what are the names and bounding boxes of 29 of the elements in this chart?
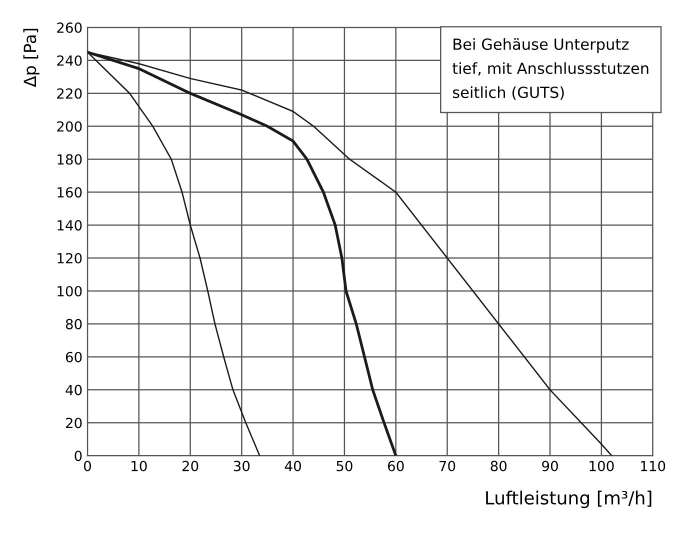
x-tick-label: 70 xyxy=(440,460,456,472)
x-tick-label: 30 xyxy=(234,460,250,472)
x-tick-label: 110 xyxy=(641,460,666,472)
y-tick-label: 260 xyxy=(57,22,82,33)
x-tick-label: 10 xyxy=(132,460,147,472)
x-tick-label: 90 xyxy=(542,460,558,472)
y-axis-title: Δp [Pa] xyxy=(23,28,40,88)
y-tick-label: 200 xyxy=(57,121,82,132)
y-tick-label: 60 xyxy=(66,352,82,362)
y-tick-label: 140 xyxy=(58,220,82,231)
x-tick-label: 0 xyxy=(84,460,91,472)
x-tick-label: 100 xyxy=(590,460,614,472)
x-tick-label: 20 xyxy=(182,460,198,472)
x-tick-label: 80 xyxy=(490,460,507,472)
y-tick-label: 40 xyxy=(66,384,82,396)
y-tick-label: 20 xyxy=(66,418,82,428)
x-axis-title: Luftleistung [m³/h] xyxy=(486,490,652,508)
y-tick-label: 240 xyxy=(57,55,82,66)
y-tick-label: 120 xyxy=(58,253,82,264)
y-tick-label: 80 xyxy=(66,318,82,330)
y-tick-label: 160 xyxy=(58,187,82,198)
y-tick-label: 220 xyxy=(57,88,82,99)
y-tick-label: 100 xyxy=(58,286,82,296)
y-tick-label: 180 xyxy=(58,154,82,165)
x-tick-label: 50 xyxy=(336,460,352,472)
annotation: Bei Gehäuse Unterputz tief, mit Anschlussstutzen seitlich (GUTS) xyxy=(452,38,648,100)
y-tick-label: 0 xyxy=(74,450,82,462)
x-tick-label: 60 xyxy=(388,460,404,472)
x-tick-label: 40 xyxy=(284,460,301,472)
